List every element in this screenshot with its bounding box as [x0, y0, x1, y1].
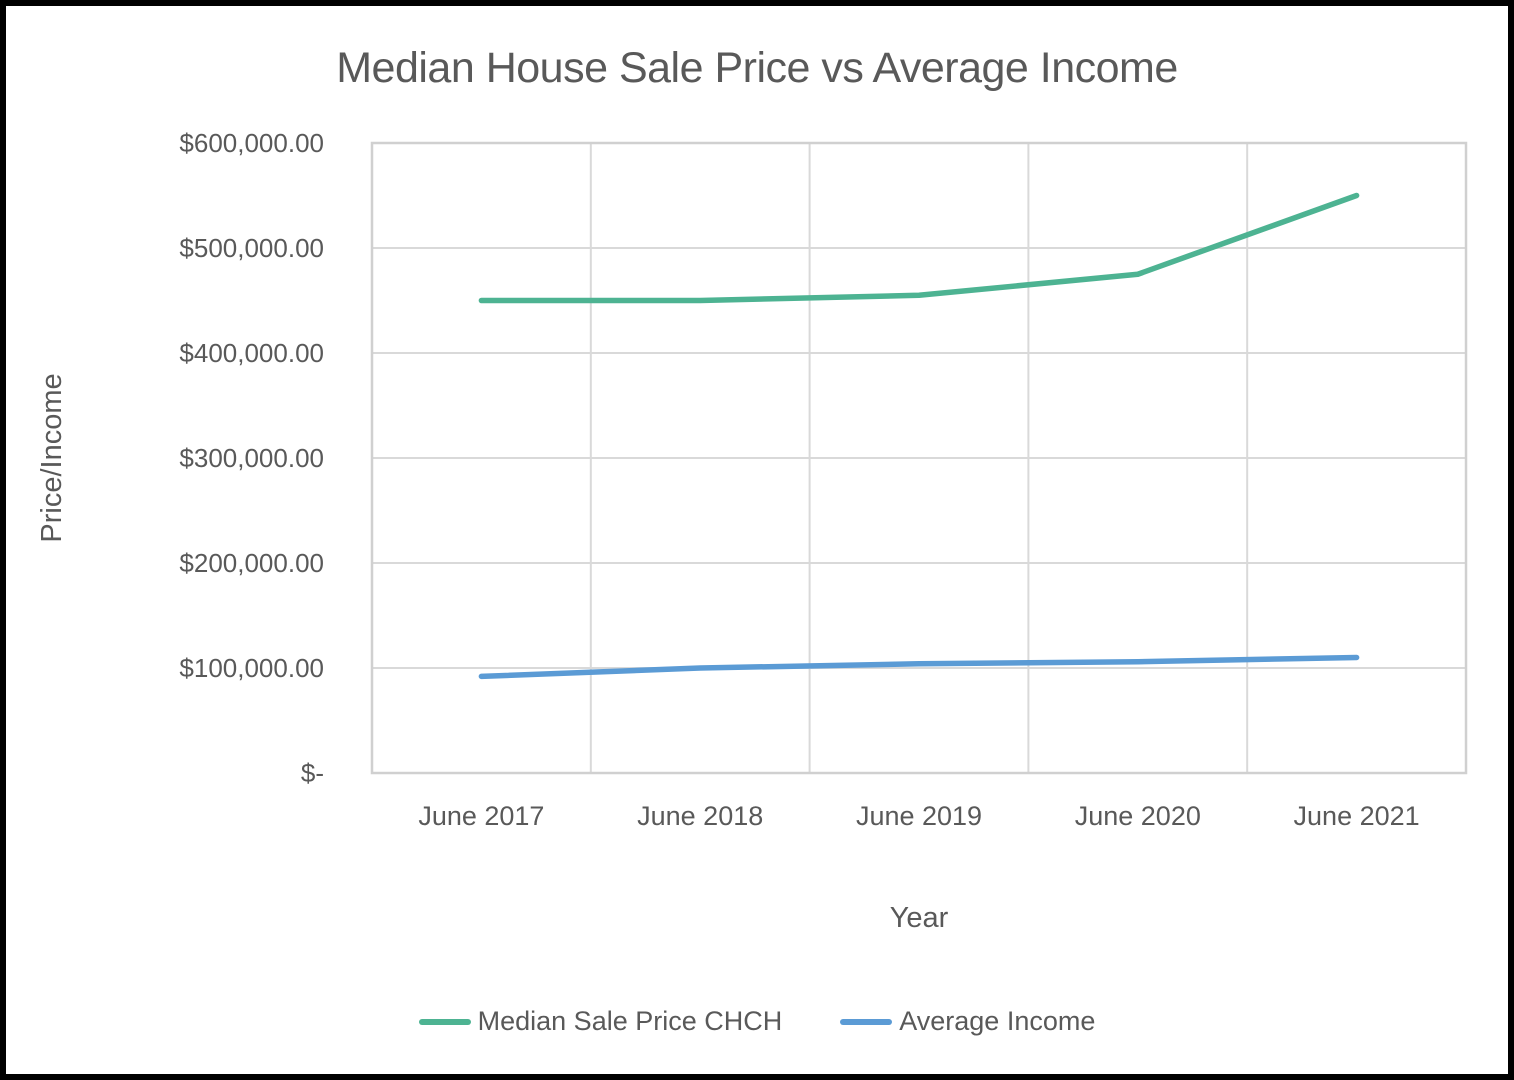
chart-legend: Median Sale Price CHCH Average Income [6, 1006, 1508, 1037]
legend-item-average-income: Average Income [840, 1006, 1095, 1037]
average-income-line-swatch [840, 1018, 893, 1025]
plot-svg [370, 141, 1468, 775]
y-tick-label: $500,000.00 [179, 233, 324, 263]
x-tick-label: June 2020 [1074, 801, 1201, 831]
y-tick-label: $100,000.00 [179, 653, 324, 683]
y-tick-label: $400,000.00 [179, 338, 324, 368]
legend-label-average-income: Average Income [899, 1006, 1096, 1036]
x-tick-label: June 2017 [418, 801, 545, 831]
y-tick-label: $600,000.00 [179, 128, 324, 158]
series-line-0 [478, 192, 1360, 304]
chart-title: Median House Sale Price vs Average Incom… [336, 44, 1178, 92]
y-tick-label: $- [300, 758, 324, 788]
median-sale-price-line-swatch [418, 1018, 471, 1025]
plot-area [370, 141, 1468, 775]
y-tick-label: $200,000.00 [179, 548, 324, 578]
series-line-1 [478, 654, 1360, 680]
x-tick-label: June 2018 [637, 801, 764, 831]
x-axis-title: Year [889, 902, 949, 934]
x-tick-label: June 2019 [855, 801, 983, 831]
legend-label-median-sale-price: Median Sale Price CHCH [477, 1006, 783, 1036]
legend-item-median-sale-price: Median Sale Price CHCH [418, 1006, 783, 1037]
x-tick-label: June 2021 [1293, 801, 1420, 831]
y-tick-label: $300,000.00 [179, 443, 324, 473]
